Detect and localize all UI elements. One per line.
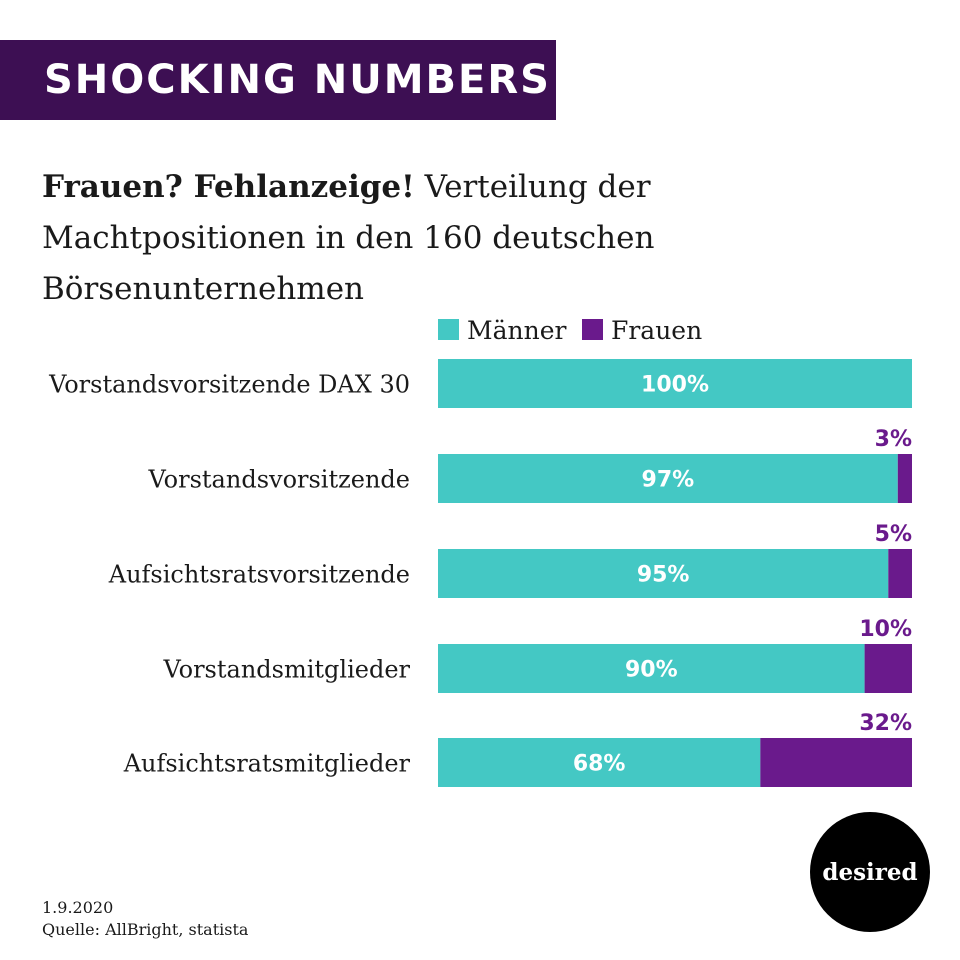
data-label-frauen: 5% bbox=[875, 522, 912, 547]
bar-maenner bbox=[438, 359, 912, 408]
data-label-frauen: 32% bbox=[859, 711, 912, 736]
category-label: Vorstandsvorsitzende bbox=[148, 466, 410, 494]
category-label: Vorstandsvorsitzende DAX 30 bbox=[48, 371, 410, 399]
data-label-maenner: 90% bbox=[625, 658, 678, 683]
data-label-maenner: 100% bbox=[641, 373, 709, 398]
bar-maenner bbox=[438, 454, 898, 503]
banner-title: SHOCKING NUMBERS bbox=[44, 57, 551, 103]
bar-maenner bbox=[438, 738, 761, 787]
data-label-maenner: 95% bbox=[637, 563, 690, 588]
title-banner: SHOCKING NUMBERS bbox=[0, 40, 556, 120]
logo-text: desired bbox=[822, 858, 918, 886]
legend-label-1: Frauen bbox=[611, 316, 702, 345]
bar-maenner bbox=[438, 644, 865, 693]
category-label: Aufsichtsratsvorsitzende bbox=[108, 561, 410, 589]
bar-maenner bbox=[438, 549, 889, 598]
data-label-frauen: 3% bbox=[875, 427, 912, 452]
chart-headline: Frauen? Fehlanzeige! Verteilung der Mach… bbox=[42, 162, 922, 315]
legend-label-0: Männer bbox=[467, 316, 567, 345]
desired-logo: desired bbox=[810, 812, 930, 932]
data-label-maenner: 68% bbox=[573, 752, 626, 777]
headline-lead: Frauen? Fehlanzeige! bbox=[42, 169, 415, 205]
category-label: Vorstandsmitglieder bbox=[163, 656, 411, 684]
footer-date: 1.9.2020 bbox=[42, 898, 114, 917]
headline-rest: Verteilung der Machtpositionen in den 16… bbox=[42, 169, 655, 307]
bar-frauen bbox=[888, 549, 912, 598]
data-label-maenner: 97% bbox=[642, 468, 695, 493]
legend-swatch-1 bbox=[582, 319, 603, 340]
legend-swatch-0 bbox=[438, 319, 459, 340]
bar-frauen bbox=[760, 738, 912, 787]
category-label: Aufsichtsratsmitglieder bbox=[123, 750, 411, 778]
footer: 1.9.2020 Quelle: AllBright, statista bbox=[42, 897, 248, 941]
bar-frauen bbox=[864, 644, 912, 693]
bar-frauen bbox=[897, 454, 912, 503]
data-label-frauen: 10% bbox=[859, 617, 912, 642]
footer-source: Quelle: AllBright, statista bbox=[42, 920, 249, 939]
